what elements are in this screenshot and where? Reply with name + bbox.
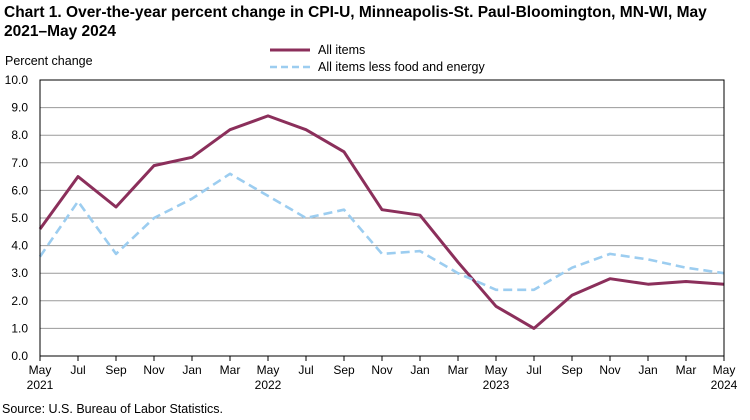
x-tick-year-label: 2021	[27, 378, 54, 392]
legend: All items All items less food and energy	[270, 43, 486, 74]
x-tick-label: Jul	[298, 363, 313, 377]
x-tick-label: Mar	[676, 363, 697, 377]
series-line-all-items	[38, 114, 725, 330]
x-tick-label: Jul	[70, 363, 85, 377]
y-tick-label: 0.0	[11, 349, 28, 363]
y-tick-label: 4.0	[11, 239, 28, 253]
x-tick-label: Nov	[599, 363, 620, 377]
y-tick-label: 8.0	[11, 128, 28, 142]
plot-area-border	[39, 79, 725, 357]
x-tick-label: Sep	[333, 363, 355, 377]
x-tick-label: May	[485, 363, 508, 377]
gridlines	[40, 79, 724, 329]
x-tick-label: Jan	[638, 363, 657, 377]
x-tick-label: May	[257, 363, 280, 377]
x-tick-label: May	[29, 363, 52, 377]
y-tick-label: 10.0	[5, 73, 29, 87]
plot-frame	[39, 79, 725, 357]
x-tick-year-label: 2024	[711, 378, 738, 392]
x-tick-year-label: 2023	[483, 378, 510, 392]
series-line-less-food-energy	[38, 172, 725, 292]
y-tick-label: 1.0	[11, 321, 28, 335]
y-tick-label: 2.0	[11, 294, 28, 308]
y-tick-label: 3.0	[11, 266, 28, 280]
data-series	[38, 114, 725, 330]
y-axis-label: Percent change	[5, 54, 93, 68]
legend-label: All items	[318, 43, 365, 57]
y-tick-label: 7.0	[11, 156, 28, 170]
y-axis-ticks: 0.0 1.0 2.0 3.0 4.0 5.0 6.0 7.0 8.0 9.0 10.0	[5, 73, 29, 363]
x-tick-year-label: 2022	[255, 378, 282, 392]
y-tick-label: 6.0	[11, 183, 28, 197]
y-tick-label: 5.0	[11, 211, 28, 225]
x-tick-label: Mar	[448, 363, 469, 377]
x-tick-label: May	[713, 363, 736, 377]
x-tick-label: Mar	[220, 363, 241, 377]
x-tick-label: Nov	[371, 363, 392, 377]
x-tick-label: Sep	[561, 363, 583, 377]
source-note: Source: U.S. Bureau of Labor Statistics.	[2, 402, 223, 416]
x-tick-label: Jan	[182, 363, 201, 377]
legend-label: All items less food and energy	[318, 60, 486, 74]
y-tick-label: 9.0	[11, 101, 28, 115]
x-tick-label: Sep	[105, 363, 127, 377]
x-tick-label: Nov	[143, 363, 164, 377]
x-tick-label: Jul	[526, 363, 541, 377]
x-tick-label: Jan	[410, 363, 429, 377]
chart-title: Chart 1. Over-the-year percent change in…	[4, 4, 707, 40]
